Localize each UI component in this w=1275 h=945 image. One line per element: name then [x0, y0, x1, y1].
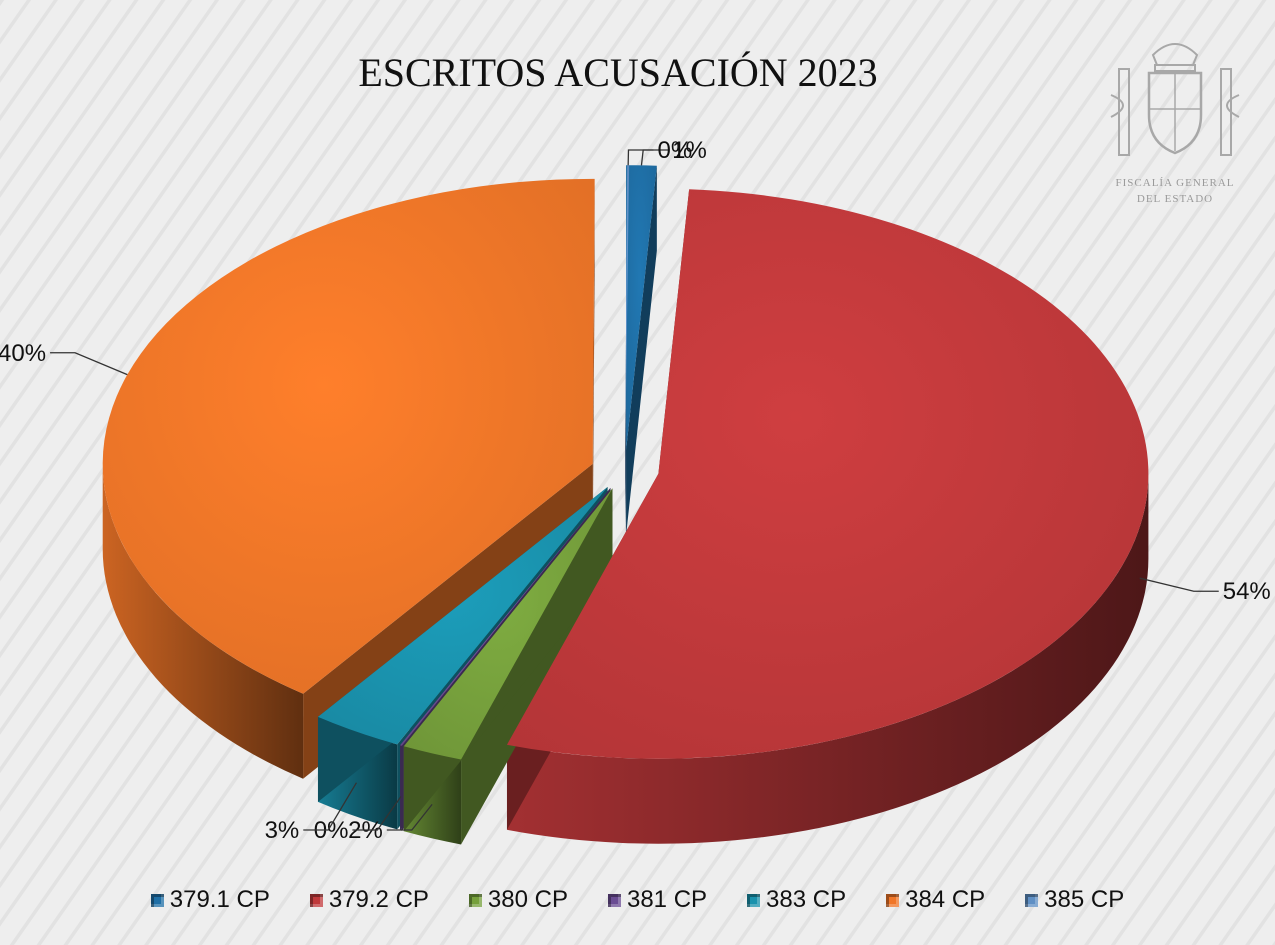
legend-item-384-CP: 384 CP	[886, 886, 985, 914]
coat-of-arms-logo: FISCALÍA GENERAL DEL ESTADO	[1110, 43, 1240, 205]
legend-label-385-CP: 385 CP	[1044, 886, 1125, 913]
pie-slice-381-CP	[400, 487, 611, 746]
data-label-383-CP: 3%	[265, 817, 300, 844]
leader-line-381-CP	[352, 796, 402, 831]
pie-wall-384-CP	[102, 463, 304, 779]
pie-slice-385-CP	[625, 165, 630, 451]
legend-label-379-2-CP: 379.2 CP	[328, 886, 429, 913]
emblem-line-2: DEL ESTADO	[1137, 193, 1213, 205]
legend-swatch-381-CP	[607, 893, 621, 907]
chart-title: ESCRITOS ACUSACIÓN 2023	[358, 50, 877, 95]
legend-swatch-384-CP	[886, 893, 900, 907]
legend-item-380-CP: 380 CP	[468, 886, 568, 914]
pie-wall-379-2-CP	[506, 473, 1149, 844]
pie-face-384-CP-1	[592, 178, 595, 549]
leader-line-380-CP	[386, 803, 433, 831]
legend-item-379-2-CP: 379.2 CP	[309, 886, 429, 914]
legend-swatch-379-2-CP	[309, 893, 323, 907]
data-label-385-CP: 0%	[657, 137, 692, 164]
legend-label-380-CP: 380 CP	[487, 886, 568, 913]
legend-label-383-CP: 383 CP	[766, 886, 847, 913]
legend-item-385-CP: 385 CP	[1025, 886, 1124, 914]
leader-line-383-CP	[303, 782, 358, 831]
legend-swatch-383-CP	[747, 893, 761, 907]
data-label-379-1-CP: 1%	[672, 137, 707, 164]
leader-line-379-2-CP	[1139, 577, 1219, 592]
legend-label-379-1-CP: 379.1 CP	[169, 886, 270, 913]
data-label-384-CP: 40%	[0, 340, 46, 367]
pie-slice-383-CP	[317, 486, 608, 745]
legend-swatch-379-1-CP	[150, 893, 164, 907]
legend-label-384-CP: 384 CP	[905, 886, 986, 913]
pie-slice-379-1-CP	[626, 165, 657, 451]
legend-item-379-1-CP: 379.1 CP	[150, 886, 270, 914]
legend-swatch-385-CP	[1025, 893, 1039, 907]
emblem-line-1: FISCALÍA GENERAL	[1116, 177, 1235, 189]
pie-slice-380-CP	[403, 488, 613, 760]
legend-swatch-380-CP	[468, 893, 482, 907]
leader-line-384-CP	[50, 352, 128, 376]
legend-item-381-CP: 381 CP	[607, 886, 708, 914]
data-label-379-2-CP: 54%	[1223, 578, 1271, 605]
pie-slice-379-2-CP	[506, 189, 1149, 759]
legend-label-381-CP: 381 CP	[626, 886, 708, 913]
pie-slice-384-CP	[102, 178, 595, 694]
leader-line-385-CP	[627, 149, 654, 166]
legend-item-383-CP: 383 CP	[747, 886, 846, 914]
pie-face-379-1-CP-1	[626, 165, 657, 536]
chart-legend: 379.1 CP 379.2 CP 380 CP 381 CP 383 CP 384 CP…	[0, 880, 1275, 920]
